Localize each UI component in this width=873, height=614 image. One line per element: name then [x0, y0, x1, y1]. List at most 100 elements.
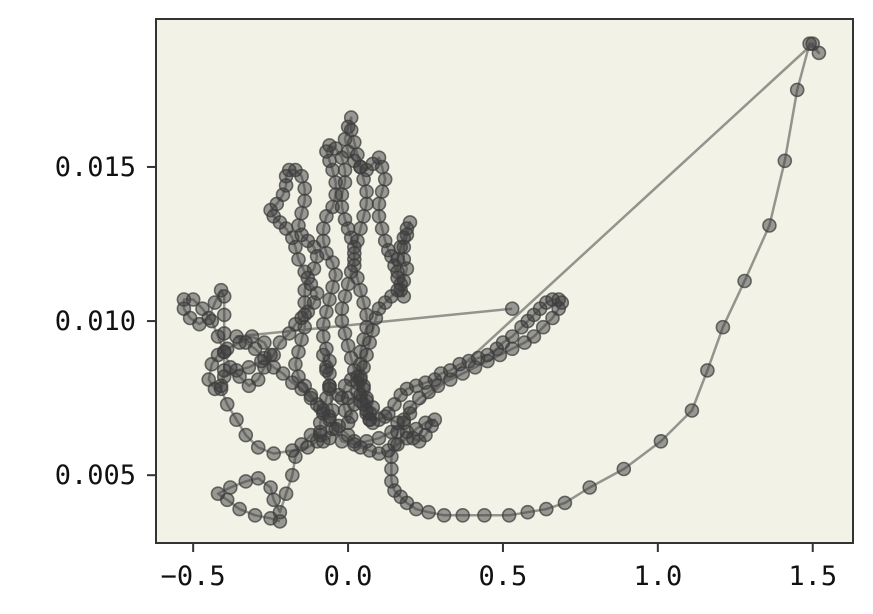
- data-point: [359, 196, 374, 212]
- data-point: [805, 36, 821, 52]
- data-point: [334, 187, 350, 202]
- data-point: [545, 310, 560, 326]
- data-point: [535, 319, 551, 335]
- data-point: [359, 184, 374, 199]
- data-point: [334, 301, 350, 317]
- data-point: [263, 480, 278, 495]
- data-point: [350, 233, 365, 249]
- data-point: [353, 393, 368, 409]
- data-point: [616, 461, 632, 477]
- data-point: [517, 335, 532, 350]
- data-point: [737, 273, 752, 289]
- data-point: [294, 205, 309, 221]
- data-point: [319, 304, 334, 320]
- data-point: [777, 153, 793, 169]
- x-tick-label: 0.5: [479, 561, 528, 592]
- data-point: [223, 359, 238, 375]
- data-point: [250, 372, 266, 387]
- data-point: [204, 313, 220, 329]
- y-axis: 0.005 0.010 0.015: [55, 152, 156, 491]
- data-point: [297, 193, 313, 209]
- y-tick-label: 0.005: [55, 460, 136, 491]
- data-point: [374, 159, 390, 175]
- data-point: [250, 440, 266, 455]
- data-point: [350, 270, 365, 286]
- data-point: [319, 363, 334, 378]
- series-marker-layer: [176, 36, 827, 529]
- data-point: [312, 400, 328, 415]
- data-point: [213, 282, 229, 298]
- data-point: [315, 316, 331, 332]
- data-point: [297, 181, 313, 196]
- data-point: [303, 390, 319, 406]
- data-point: [411, 390, 427, 406]
- data-point: [247, 507, 263, 523]
- data-point: [359, 347, 374, 363]
- data-point: [582, 480, 598, 495]
- x-tick-label: 0.0: [324, 561, 373, 592]
- data-point: [266, 359, 282, 375]
- data-point: [501, 507, 517, 523]
- data-point: [365, 400, 381, 415]
- data-point: [331, 418, 347, 434]
- data-point: [492, 347, 508, 363]
- data-point: [294, 168, 309, 184]
- data-point: [216, 344, 232, 360]
- data-point: [402, 215, 418, 230]
- data-point: [229, 329, 244, 344]
- data-point: [334, 199, 350, 215]
- data-point: [557, 495, 573, 511]
- data-point: [480, 353, 495, 369]
- data-point: [396, 239, 412, 255]
- data-point: [210, 486, 226, 502]
- data-point: [353, 282, 368, 298]
- data-point: [195, 301, 210, 317]
- data-point: [374, 221, 390, 236]
- data-point: [337, 403, 353, 418]
- data-point: [300, 270, 316, 286]
- data-point: [377, 172, 393, 187]
- data-point: [232, 501, 247, 517]
- data-point: [340, 338, 356, 354]
- data-point: [504, 301, 520, 317]
- data-point: [455, 507, 471, 523]
- data-point: [337, 326, 353, 341]
- data-point: [291, 344, 306, 360]
- data-point: [229, 412, 244, 428]
- data-point: [356, 378, 371, 394]
- data-point: [368, 310, 384, 326]
- data-point: [408, 501, 424, 517]
- data-point: [288, 356, 303, 372]
- y-tick-label: 0.010: [55, 306, 136, 337]
- data-point: [365, 322, 381, 338]
- data-point: [334, 313, 350, 329]
- data-point: [520, 504, 536, 520]
- data-point: [315, 329, 331, 344]
- data-point: [467, 359, 483, 375]
- data-point: [216, 307, 232, 323]
- plot-frame: [155, 18, 854, 544]
- data-point: [340, 390, 356, 406]
- data-point: [210, 329, 226, 344]
- data-point: [278, 486, 294, 502]
- data-point: [374, 184, 390, 199]
- data-point: [185, 292, 201, 307]
- data-point: [340, 119, 356, 135]
- data-point: [315, 347, 331, 363]
- data-point: [384, 461, 399, 477]
- data-point: [371, 430, 387, 446]
- data-point: [371, 196, 387, 212]
- data-point: [346, 246, 362, 261]
- data-point: [238, 474, 254, 489]
- data-point: [377, 409, 393, 424]
- data-point: [219, 396, 235, 412]
- data-point: [300, 440, 316, 455]
- data-point: [322, 292, 337, 307]
- data-point: [315, 233, 331, 249]
- data-point: [399, 227, 415, 243]
- data-point: [337, 175, 353, 190]
- data-point: [762, 218, 777, 233]
- data-point: [284, 443, 300, 458]
- data-point: [538, 501, 554, 517]
- data-point: [272, 504, 288, 520]
